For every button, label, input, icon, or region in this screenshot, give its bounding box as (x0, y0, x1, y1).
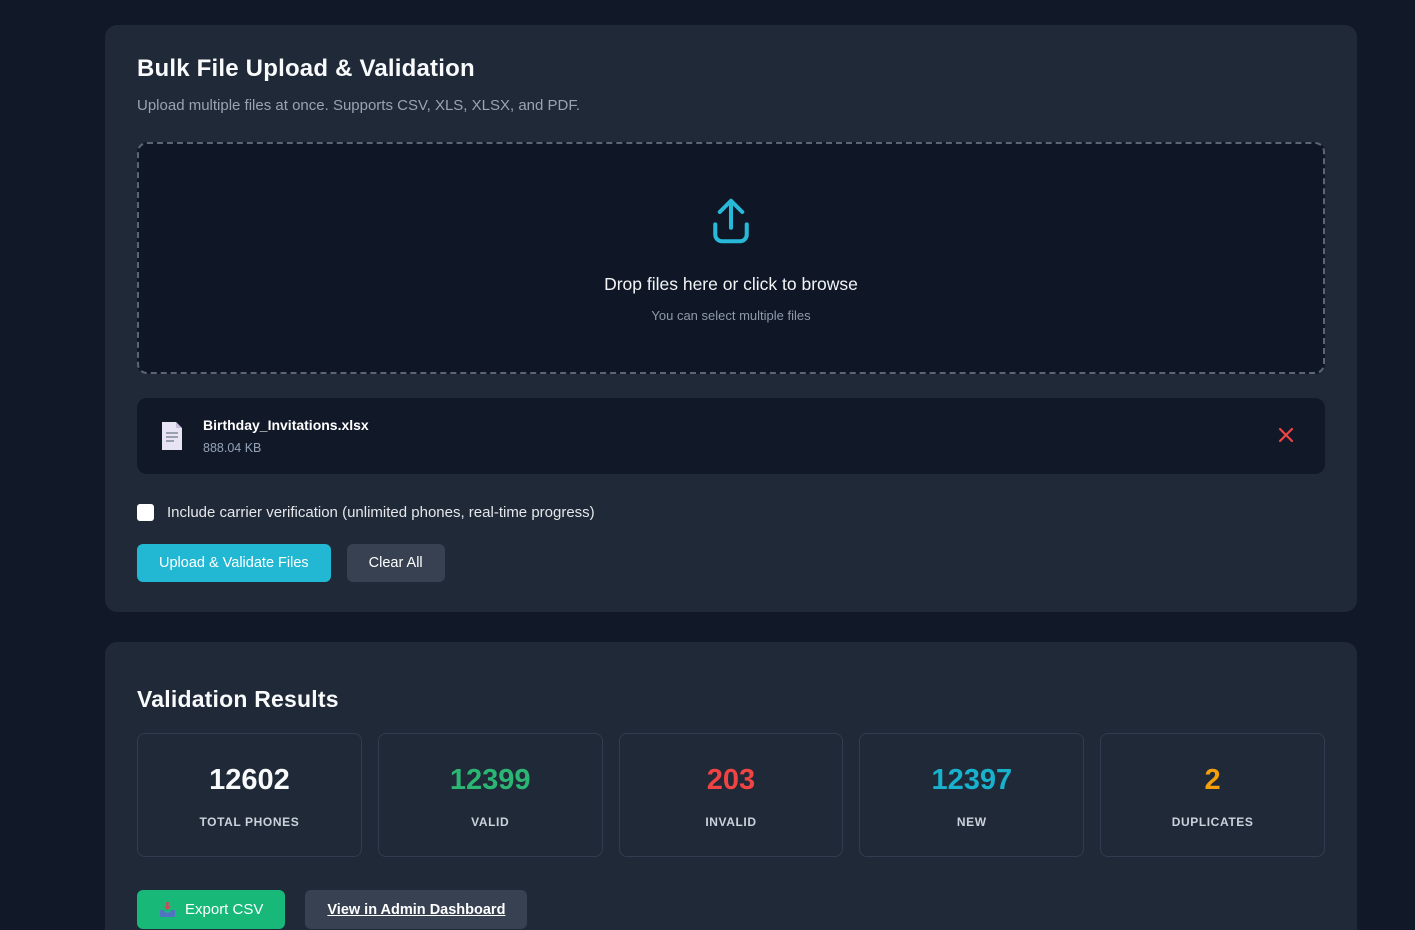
dropzone-primary-text: Drop files here or click to browse (604, 273, 858, 294)
file-dropzone[interactable]: Drop files here or click to browse You c… (137, 142, 1325, 374)
stat-label: INVALID (705, 815, 757, 829)
view-admin-dashboard-button[interactable]: View in Admin Dashboard (305, 890, 528, 929)
upload-card-subtitle: Upload multiple files at once. Supports … (137, 97, 581, 114)
dropzone-secondary-text: You can select multiple files (651, 307, 811, 323)
stat-value: 2 (1204, 764, 1221, 796)
export-csv-label: Export CSV (185, 901, 264, 918)
file-info: Birthday_Invitations.xlsx 888.04 KB (203, 417, 369, 455)
stat-invalid: 203 INVALID (618, 733, 844, 857)
stat-duplicates: 2 DUPLICATES (1100, 733, 1325, 857)
stat-value: 12602 (209, 764, 290, 796)
upload-actions: Upload & Validate Files Clear All (137, 544, 1325, 582)
remove-file-button[interactable] (1273, 423, 1299, 449)
results-card: Validation Results 12602 TOTAL PHONES 12… (105, 642, 1357, 930)
export-csv-button[interactable]: Export CSV (137, 890, 286, 929)
file-size: 888.04 KB (203, 441, 262, 455)
file-list-item: Birthday_Invitations.xlsx 888.04 KB (137, 398, 1325, 474)
inbox-download-icon (159, 901, 176, 918)
results-card-title: Validation Results (137, 686, 339, 712)
stat-value: 203 (706, 764, 756, 796)
stat-label: TOTAL PHONES (199, 815, 300, 829)
page: Bulk File Upload & Validation Upload mul… (105, 0, 1357, 930)
close-icon (1276, 425, 1296, 448)
stats-row: 12602 TOTAL PHONES 12399 VALID 203 INVAL… (137, 733, 1325, 857)
upload-card: Bulk File Upload & Validation Upload mul… (105, 25, 1357, 612)
stat-valid: 12399 VALID (377, 733, 603, 857)
document-icon (159, 421, 185, 451)
upload-icon (704, 194, 758, 248)
stat-label: NEW (956, 815, 987, 829)
stat-label: VALID (471, 815, 510, 829)
upload-validate-button[interactable]: Upload & Validate Files (137, 544, 331, 582)
file-name: Birthday_Invitations.xlsx (203, 417, 369, 433)
stat-total-phones: 12602 TOTAL PHONES (137, 733, 362, 857)
view-admin-dashboard-label: View in Admin Dashboard (327, 901, 506, 918)
stat-value: 12397 (931, 764, 1013, 796)
carrier-verification-row: Include carrier verification (unlimited … (137, 504, 1325, 521)
stat-value: 12399 (449, 764, 531, 796)
carrier-verification-checkbox[interactable] (137, 504, 154, 521)
clear-all-button[interactable]: Clear All (346, 544, 445, 582)
results-actions: Export CSV View in Admin Dashboard (137, 890, 1325, 929)
upload-card-title: Bulk File Upload & Validation (137, 55, 475, 82)
carrier-verification-label: Include carrier verification (unlimited … (167, 504, 595, 521)
stat-label: DUPLICATES (1171, 815, 1254, 829)
stat-new: 12397 NEW (859, 733, 1085, 857)
